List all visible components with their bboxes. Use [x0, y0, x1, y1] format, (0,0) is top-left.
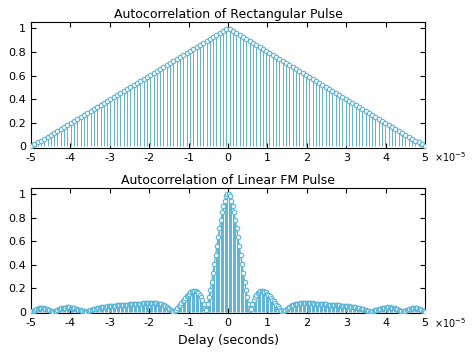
Title: Autocorrelation of Rectangular Pulse: Autocorrelation of Rectangular Pulse [114, 8, 343, 21]
Title: Autocorrelation of Linear FM Pulse: Autocorrelation of Linear FM Pulse [121, 174, 335, 187]
Text: $\times10^{-5}$: $\times10^{-5}$ [434, 316, 465, 330]
X-axis label: Delay (seconds): Delay (seconds) [178, 334, 279, 347]
Text: $\times10^{-5}$: $\times10^{-5}$ [434, 151, 465, 164]
